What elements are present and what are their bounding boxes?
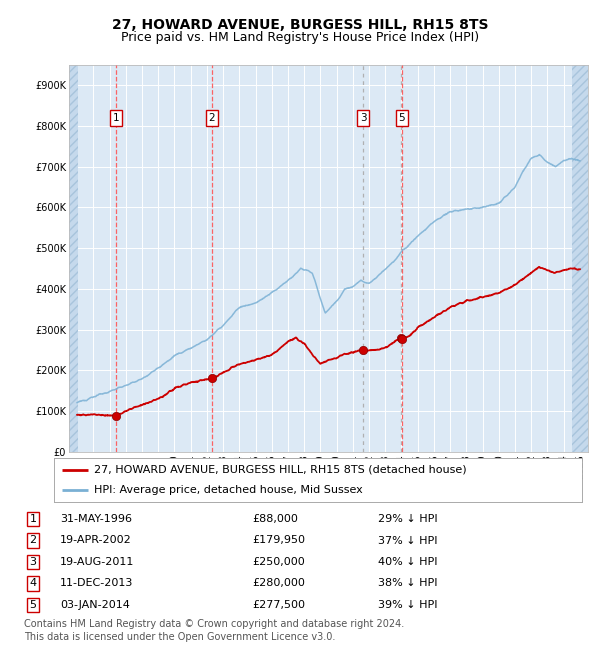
Text: 39% ↓ HPI: 39% ↓ HPI (378, 600, 437, 610)
Text: 5: 5 (398, 113, 405, 123)
Text: £277,500: £277,500 (252, 600, 305, 610)
Text: 3: 3 (29, 557, 37, 567)
Text: 29% ↓ HPI: 29% ↓ HPI (378, 514, 437, 524)
Text: £179,950: £179,950 (252, 536, 305, 545)
Text: HPI: Average price, detached house, Mid Sussex: HPI: Average price, detached house, Mid … (94, 485, 362, 495)
Text: 31-MAY-1996: 31-MAY-1996 (60, 514, 132, 524)
Text: 5: 5 (29, 600, 37, 610)
Text: 27, HOWARD AVENUE, BURGESS HILL, RH15 8TS: 27, HOWARD AVENUE, BURGESS HILL, RH15 8T… (112, 18, 488, 32)
Text: Contains HM Land Registry data © Crown copyright and database right 2024.
This d: Contains HM Land Registry data © Crown c… (24, 619, 404, 642)
Text: 38% ↓ HPI: 38% ↓ HPI (378, 578, 437, 588)
Text: Price paid vs. HM Land Registry's House Price Index (HPI): Price paid vs. HM Land Registry's House … (121, 31, 479, 44)
Text: 2: 2 (208, 113, 215, 123)
Text: 4: 4 (29, 578, 37, 588)
Text: £280,000: £280,000 (252, 578, 305, 588)
Text: 1: 1 (113, 113, 119, 123)
Text: 19-AUG-2011: 19-AUG-2011 (60, 557, 134, 567)
Text: 2: 2 (29, 536, 37, 545)
Text: 27, HOWARD AVENUE, BURGESS HILL, RH15 8TS (detached house): 27, HOWARD AVENUE, BURGESS HILL, RH15 8T… (94, 465, 466, 474)
Text: 11-DEC-2013: 11-DEC-2013 (60, 578, 133, 588)
Text: 3: 3 (360, 113, 367, 123)
Text: 03-JAN-2014: 03-JAN-2014 (60, 600, 130, 610)
Text: £88,000: £88,000 (252, 514, 298, 524)
Text: £250,000: £250,000 (252, 557, 305, 567)
Text: 40% ↓ HPI: 40% ↓ HPI (378, 557, 437, 567)
Text: 19-APR-2002: 19-APR-2002 (60, 536, 132, 545)
Text: 37% ↓ HPI: 37% ↓ HPI (378, 536, 437, 545)
Bar (69, 65, 78, 452)
Bar (572, 65, 590, 452)
Text: 1: 1 (29, 514, 37, 524)
